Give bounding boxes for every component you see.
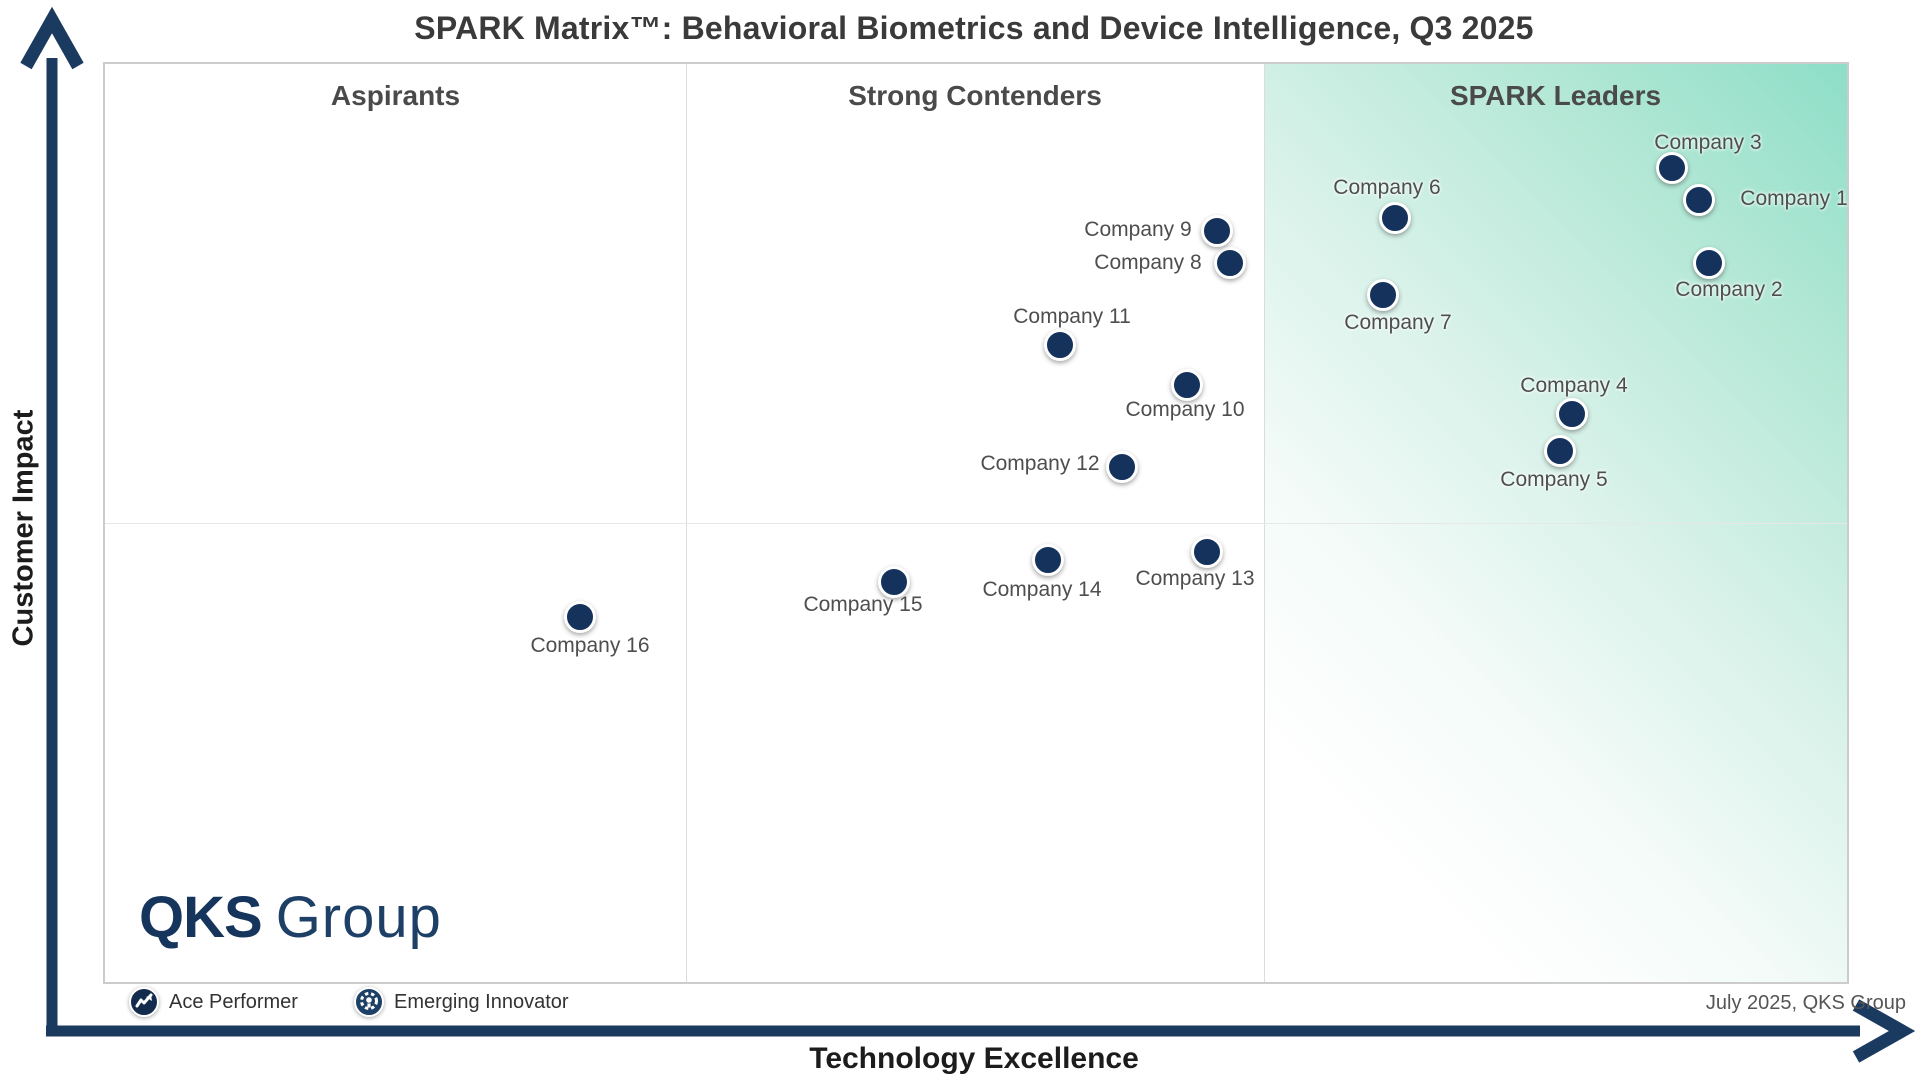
- data-point-label: Company 7: [1344, 311, 1452, 334]
- data-point-dot: [1693, 247, 1725, 279]
- data-point-dot: [1367, 279, 1399, 311]
- data-point-label: Company 14: [982, 578, 1102, 601]
- chart-title: SPARK Matrix™: Behavioral Biometrics and…: [414, 10, 1534, 46]
- data-point-dot: [878, 566, 910, 598]
- data-point-dot: [1556, 398, 1588, 430]
- legend-item-ace-performer: Ace Performer: [127, 985, 298, 1019]
- data-point-dot: [1171, 369, 1203, 401]
- data-point-label: Company 5: [1500, 468, 1608, 491]
- zone-header-strong-contenders: Strong Contenders: [848, 80, 1102, 111]
- chart-plot-area: Aspirants Strong Contenders SPARK Leader…: [103, 62, 1849, 984]
- ace-performer-icon: [129, 987, 159, 1017]
- data-point-label: Company 1: [1740, 187, 1848, 210]
- emerging-innovator-icon: [354, 987, 384, 1017]
- qks-logo-bold-text: QKS: [139, 885, 263, 950]
- data-point-dot: [1032, 544, 1064, 576]
- data-point-dot: [1683, 184, 1715, 216]
- data-point-label: Company 9: [1084, 218, 1192, 241]
- legend-label-ace-performer: Ace Performer: [169, 990, 298, 1013]
- legend-label-emerging-innovator: Emerging Innovator: [394, 990, 569, 1013]
- y-axis-label: Customer Impact: [7, 409, 40, 647]
- data-point-dot: [1201, 215, 1233, 247]
- data-point-dot: [564, 601, 596, 633]
- data-point-dot: [1106, 451, 1138, 483]
- data-point-dot: [1044, 329, 1076, 361]
- zone-header-spark-leaders: SPARK Leaders: [1449, 80, 1662, 111]
- data-point-dot: [1379, 202, 1411, 234]
- data-point-label: Company 16: [530, 634, 650, 657]
- data-point-label: Company 8: [1094, 251, 1202, 274]
- qks-logo-light-text: Group: [275, 885, 442, 950]
- data-point-label: Company 13: [1135, 567, 1255, 590]
- zone-header-aspirants: Aspirants: [330, 80, 461, 111]
- data-point-label: Company 6: [1333, 176, 1441, 199]
- data-point-label: Company 15: [803, 593, 923, 616]
- quadrant-midline: [105, 523, 1847, 524]
- data-point-label: Company 4: [1520, 374, 1628, 397]
- data-point-label: Company 10: [1125, 398, 1245, 421]
- data-point-label: Company 3: [1654, 131, 1762, 154]
- x-axis-label: Technology Excellence: [809, 1042, 1139, 1075]
- data-point-label: Company 11: [1013, 305, 1131, 328]
- legend-item-emerging-innovator: Emerging Innovator: [352, 985, 569, 1019]
- data-point-dot: [1656, 152, 1688, 184]
- data-point-dot: [1544, 435, 1576, 467]
- y-axis-arrow-icon: [20, 6, 84, 70]
- data-point-dot: [1214, 247, 1246, 279]
- data-point-dot: [1191, 536, 1223, 568]
- qks-logo: QKS Group: [139, 884, 442, 951]
- data-point-label: Company 2: [1675, 278, 1783, 301]
- date-note: July 2025, QKS Group: [1705, 992, 1906, 1014]
- data-point-label: Company 12: [980, 452, 1100, 475]
